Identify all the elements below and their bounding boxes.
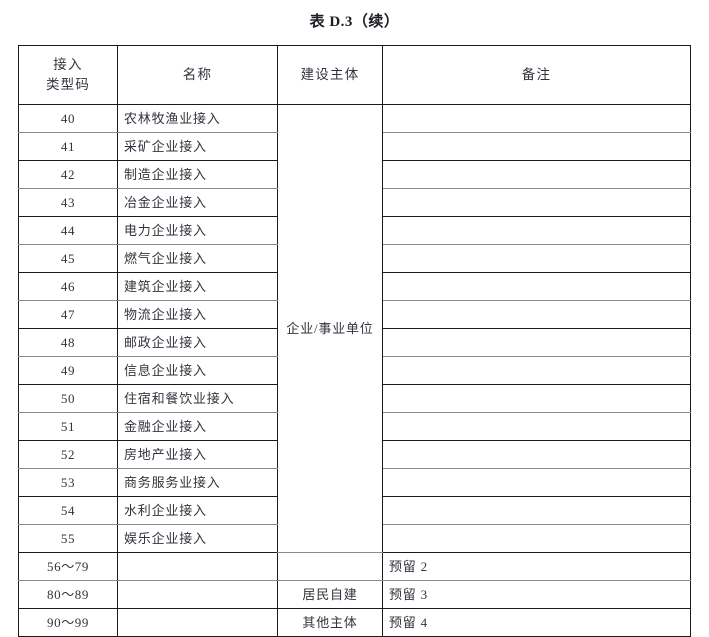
cell-name [117, 608, 278, 637]
cell-name: 冶金企业接入 [117, 188, 278, 217]
table-row: 80～89 居民自建 预留 3 [18, 580, 691, 609]
cell-name: 水利企业接入 [117, 496, 278, 525]
cell-remark [382, 328, 691, 357]
cell-remark [382, 160, 691, 189]
table-row: 47 物流企业接入 [18, 300, 691, 329]
cell-remark [382, 300, 691, 329]
cell-name: 燃气企业接入 [117, 244, 278, 273]
column-header-code-line1: 接入 [53, 57, 83, 72]
cell-remark: 预留 2 [382, 552, 691, 581]
cell-remark [382, 132, 691, 161]
cell-name: 金融企业接入 [117, 412, 278, 441]
cell-remark [382, 244, 691, 273]
table-row: 56～79 预留 2 [18, 552, 691, 581]
cell-code: 46 [18, 272, 118, 301]
table-row: 46 建筑企业接入 [18, 272, 691, 301]
cell-code: 43 [18, 188, 118, 217]
cell-name: 电力企业接入 [117, 216, 278, 245]
cell-name [117, 552, 278, 581]
cell-code: 80～89 [18, 580, 118, 609]
cell-remark [382, 188, 691, 217]
cell-build-subject: 其他主体 [277, 608, 383, 637]
access-type-code-table: 接入 类型码 名称 建设主体 备注 40 农林牧渔业接入 企业/事业单位 41 [18, 45, 691, 637]
column-header-code-line2: 类型码 [45, 77, 91, 92]
cell-remark [382, 104, 691, 133]
table-header: 接入 类型码 名称 建设主体 备注 [18, 45, 691, 105]
cell-code: 54 [18, 496, 118, 525]
cell-code: 40 [18, 104, 118, 133]
table-row: 52 房地产业接入 [18, 440, 691, 469]
cell-code: 50 [18, 384, 118, 413]
cell-remark [382, 356, 691, 385]
cell-name: 信息企业接入 [117, 356, 278, 385]
table-row: 40 农林牧渔业接入 企业/事业单位 [18, 104, 691, 553]
table-row: 43 冶金企业接入 [18, 188, 691, 217]
table-row: 41 采矿企业接入 [18, 132, 691, 161]
cell-remark: 预留 4 [389, 615, 428, 630]
cell-name: 建筑企业接入 [117, 272, 278, 301]
table-container: 接入 类型码 名称 建设主体 备注 40 农林牧渔业接入 企业/事业单位 41 [18, 45, 691, 637]
table-header-row: 接入 类型码 名称 建设主体 备注 [18, 45, 691, 105]
table-row: 50 住宿和餐饮业接入 [18, 384, 691, 413]
column-header-name: 名称 [117, 45, 278, 105]
cell-code: 49 [18, 356, 118, 385]
cell-code: 51 [18, 412, 118, 441]
cell-build-subject [277, 552, 383, 581]
cell-code: 41 [18, 132, 118, 161]
cell-name: 住宿和餐饮业接入 [117, 384, 278, 413]
cell-remark [382, 216, 691, 245]
cell-name: 娱乐企业接入 [117, 524, 278, 553]
cell-code: 55 [18, 524, 118, 553]
cell-build-subject-merged: 企业/事业单位 [277, 104, 383, 553]
table-row: 42 制造企业接入 [18, 160, 691, 189]
page-title: 表 D.3（续） [309, 14, 400, 30]
cell-code: 56～79 [18, 552, 118, 581]
cell-remark [382, 272, 691, 301]
column-header-remark: 备注 [382, 45, 691, 105]
table-row: 53 商务服务业接入 [18, 468, 691, 497]
table-row: 54 水利企业接入 [18, 496, 691, 525]
column-header-build-subject: 建设主体 [277, 45, 383, 105]
cell-name: 采矿企业接入 [117, 132, 278, 161]
cell-remark [382, 384, 691, 413]
cell-code: 45 [18, 244, 118, 273]
cell-code: 52 [18, 440, 118, 469]
column-header-code: 接入 类型码 [18, 45, 118, 105]
cell-name [117, 580, 278, 609]
cell-code: 44 [18, 216, 118, 245]
table-row: 90～99 其他主体 预留 4 [18, 608, 691, 637]
table-body: 40 农林牧渔业接入 企业/事业单位 41 采矿企业接入 42 制造企业接入 4 [18, 104, 691, 637]
table-row: 51 金融企业接入 [18, 412, 691, 441]
cell-code: 42 [18, 160, 118, 189]
cell-name: 房地产业接入 [117, 440, 278, 469]
table-row: 48 邮政企业接入 [18, 328, 691, 357]
cell-remark [382, 440, 691, 469]
cell-name: 制造企业接入 [117, 160, 278, 189]
table-row: 55 娱乐企业接入 [18, 524, 691, 553]
table-row: 49 信息企业接入 [18, 356, 691, 385]
cell-name: 物流企业接入 [117, 300, 278, 329]
cell-name: 邮政企业接入 [117, 328, 278, 357]
table-row: 45 燃气企业接入 [18, 244, 691, 273]
cell-remark [382, 496, 691, 525]
cell-code: 48 [18, 328, 118, 357]
cell-build-subject: 居民自建 [277, 580, 383, 609]
cell-name: 商务服务业接入 [117, 468, 278, 497]
cell-code: 90～99 [18, 608, 118, 637]
cell-code: 47 [18, 300, 118, 329]
cell-code: 53 [18, 468, 118, 497]
cell-remark [382, 468, 691, 497]
cell-remark: 预留 3 [382, 580, 691, 609]
cell-remark [382, 412, 691, 441]
cell-name: 农林牧渔业接入 [117, 104, 278, 133]
table-row: 44 电力企业接入 [18, 216, 691, 245]
cell-remark [382, 524, 691, 553]
